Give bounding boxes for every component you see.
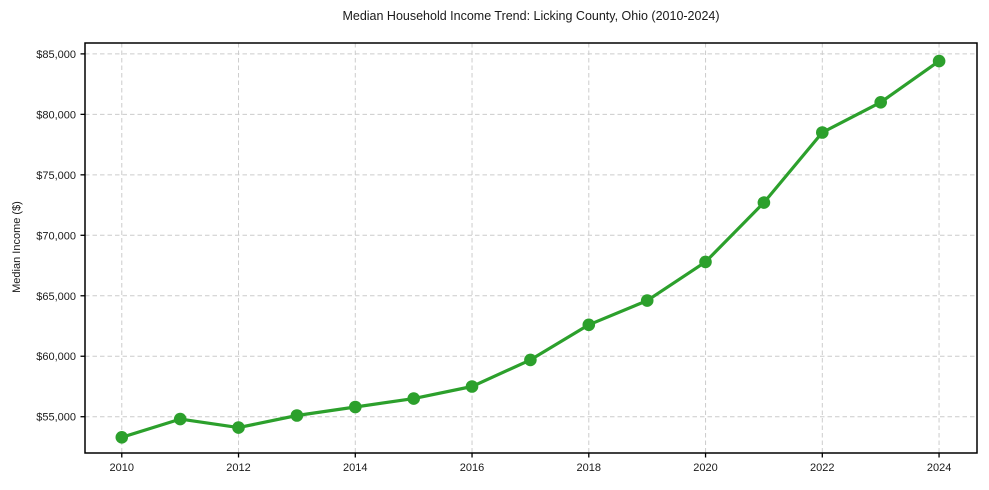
y-axis-label: Median Income ($) <box>11 201 23 293</box>
y-tick-label-$80,000: $80,000 <box>36 109 76 121</box>
x-tick-label-2018: 2018 <box>577 462 601 474</box>
data-point-2014 <box>349 400 362 414</box>
y-tick-label-$75,000: $75,000 <box>36 170 76 182</box>
y-tick-label-$85,000: $85,000 <box>36 49 76 61</box>
x-tick-label-2024: 2024 <box>927 462 951 474</box>
data-point-2013 <box>290 409 304 422</box>
data-point-2021 <box>757 196 771 209</box>
chart-title: Median Household Income Trend: Licking C… <box>342 9 719 23</box>
gridlines <box>85 43 977 453</box>
income-line-series <box>115 54 946 444</box>
data-point-2018 <box>582 318 596 332</box>
y-tick-label-$55,000: $55,000 <box>36 412 76 424</box>
y-tick-label-$70,000: $70,000 <box>36 230 76 242</box>
data-point-2012 <box>232 421 245 434</box>
x-tick-label-2014: 2014 <box>343 462 367 474</box>
y-tick-label-$65,000: $65,000 <box>36 291 76 303</box>
data-point-2020 <box>699 255 712 269</box>
axes <box>80 42 978 458</box>
x-tick-label-2010: 2010 <box>110 462 134 474</box>
data-point-2011 <box>173 412 187 426</box>
y-tick-label-$60,000: $60,000 <box>36 351 76 363</box>
data-point-2024 <box>932 54 946 68</box>
data-point-2010 <box>115 431 129 444</box>
data-point-2023 <box>874 96 887 109</box>
data-point-2019 <box>640 294 654 307</box>
data-point-2016 <box>465 380 479 393</box>
tick-labels: 2010 2012 2014 2016 2018 2020 2022 2024 $55,000 $… <box>36 49 951 474</box>
x-tick-label-2022: 2022 <box>810 462 834 474</box>
trend-line <box>120 59 941 439</box>
x-tick-label-2016: 2016 <box>460 462 484 474</box>
plot-border <box>84 42 978 454</box>
data-point-2022 <box>816 126 829 139</box>
data-point-2017 <box>524 353 537 367</box>
x-tick-label-2020: 2020 <box>693 462 717 474</box>
data-point-2015 <box>407 392 421 405</box>
x-tick-label-2012: 2012 <box>226 462 250 474</box>
